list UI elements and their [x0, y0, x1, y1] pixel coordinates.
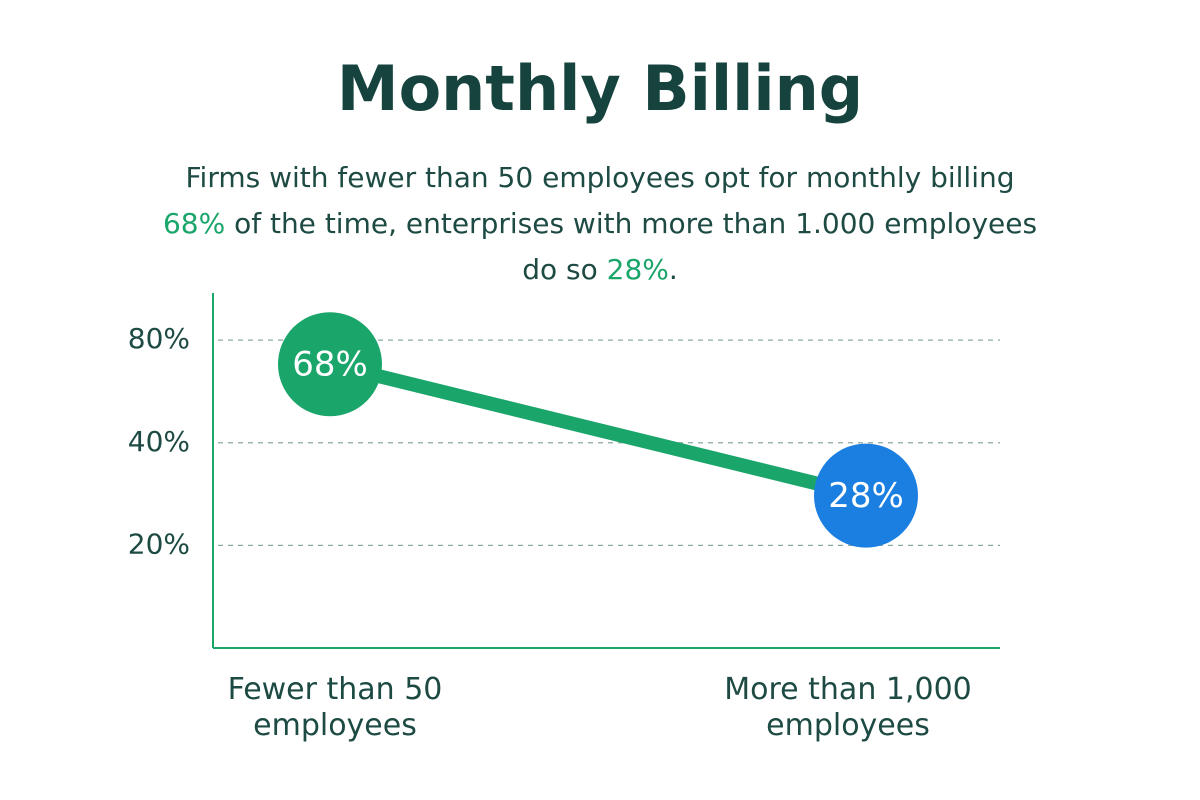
subtitle-part: of the time, enterprises with more than … [225, 207, 1038, 286]
y-tick-label: 40% [128, 425, 190, 458]
chart-subtitle: Firms with fewer than 50 employees opt f… [150, 155, 1050, 293]
data-label: 28% [828, 476, 904, 516]
y-tick-label: 20% [128, 527, 190, 560]
y-tick-label: 80% [128, 322, 190, 355]
subtitle-part: 68% [162, 207, 226, 240]
data-label: 68% [292, 345, 368, 385]
x-tick-label: Fewer than 50 employees [227, 672, 443, 743]
chart-title: Monthly Billing [336, 52, 864, 125]
x-tick-label: More than 1,000 employees [724, 672, 972, 743]
subtitle-part: . [668, 253, 678, 286]
subtitle-part: 28% [606, 253, 669, 286]
point [814, 443, 918, 548]
subtitle-part: Firms with fewer than 50 employees opt f… [185, 161, 1015, 194]
point [278, 312, 382, 417]
line [328, 357, 868, 503]
